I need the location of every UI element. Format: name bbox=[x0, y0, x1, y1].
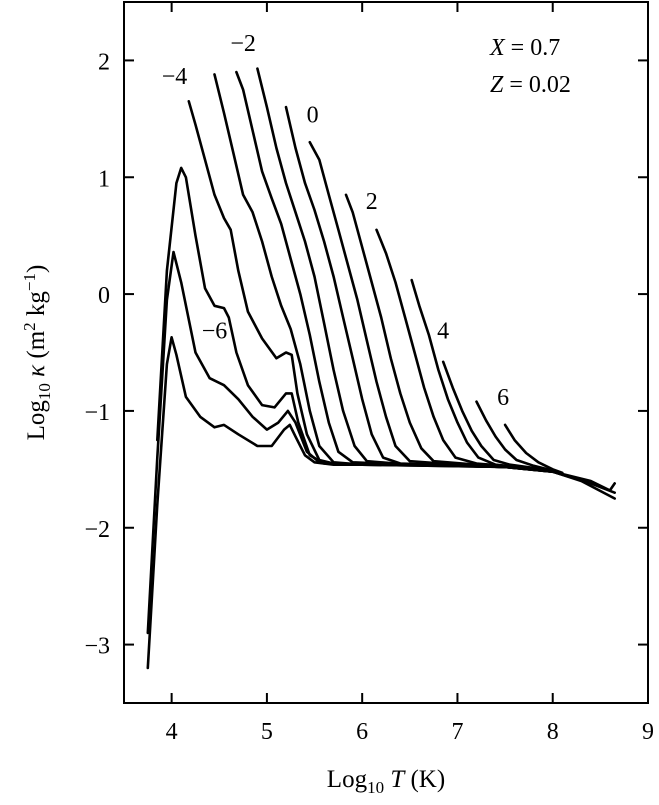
opacity-curve-6 bbox=[256, 67, 507, 469]
curve-label: 6 bbox=[497, 385, 509, 411]
x-tick-label: 6 bbox=[356, 719, 368, 745]
x-tick-label: 9 bbox=[642, 719, 654, 745]
curve-label: 4 bbox=[437, 318, 449, 344]
opacity-curve-9 bbox=[344, 193, 526, 470]
opacity-curve-13 bbox=[475, 400, 559, 473]
curve-label: −4 bbox=[162, 64, 188, 90]
opacity-curve-5 bbox=[235, 70, 507, 469]
plot-frame bbox=[123, 1, 649, 704]
y-axis-title: Log10 κ (m2 kg−1) bbox=[20, 265, 54, 441]
curve-label: −2 bbox=[230, 31, 256, 57]
x-axis-title: Log10 T (K) bbox=[327, 766, 445, 797]
y-tick-label: −3 bbox=[84, 634, 110, 660]
composition-annotation: X = 0.7 bbox=[489, 35, 560, 61]
curve-label: 2 bbox=[366, 189, 378, 215]
opacity-curve-7 bbox=[284, 105, 507, 469]
x-tick-label: 7 bbox=[451, 719, 463, 745]
x-tick-label: 5 bbox=[261, 719, 273, 745]
opacity-curve-4 bbox=[213, 73, 507, 469]
y-tick-label: 1 bbox=[98, 166, 110, 192]
opacity-curve-1 bbox=[146, 250, 616, 635]
curve-label: 0 bbox=[307, 102, 319, 128]
opacity-curve-11 bbox=[410, 278, 545, 471]
y-tick-label: −1 bbox=[84, 400, 110, 426]
opacity-curve-12 bbox=[441, 360, 554, 472]
y-tick-label: 2 bbox=[98, 49, 110, 75]
opacity-curve-3 bbox=[187, 100, 554, 473]
opacity-curve-8 bbox=[308, 140, 516, 469]
x-tick-label: 4 bbox=[166, 719, 178, 745]
opacity-curve-0 bbox=[146, 336, 616, 670]
y-tick-label: 0 bbox=[98, 283, 110, 309]
x-tick-label: 8 bbox=[547, 719, 559, 745]
y-tick-label: −2 bbox=[84, 517, 110, 543]
opacity-curve-14 bbox=[503, 423, 564, 475]
opacity-curve-10 bbox=[375, 228, 535, 470]
composition-annotation: Z = 0.02 bbox=[490, 72, 571, 98]
curve-label: −6 bbox=[202, 318, 228, 344]
